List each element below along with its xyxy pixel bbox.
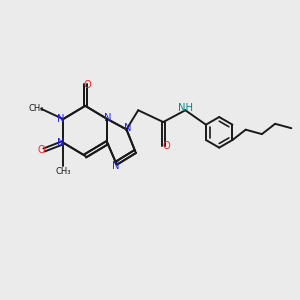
Text: CH₃: CH₃ — [56, 167, 71, 176]
Text: NH: NH — [178, 103, 193, 113]
Text: N: N — [103, 112, 111, 123]
Text: N: N — [112, 160, 120, 171]
Text: N: N — [57, 138, 64, 148]
Text: N: N — [57, 114, 64, 124]
Text: N: N — [124, 123, 132, 133]
Text: O: O — [162, 141, 170, 151]
Text: O: O — [84, 80, 92, 90]
Text: O: O — [38, 145, 46, 155]
Text: CH₃: CH₃ — [28, 104, 44, 113]
